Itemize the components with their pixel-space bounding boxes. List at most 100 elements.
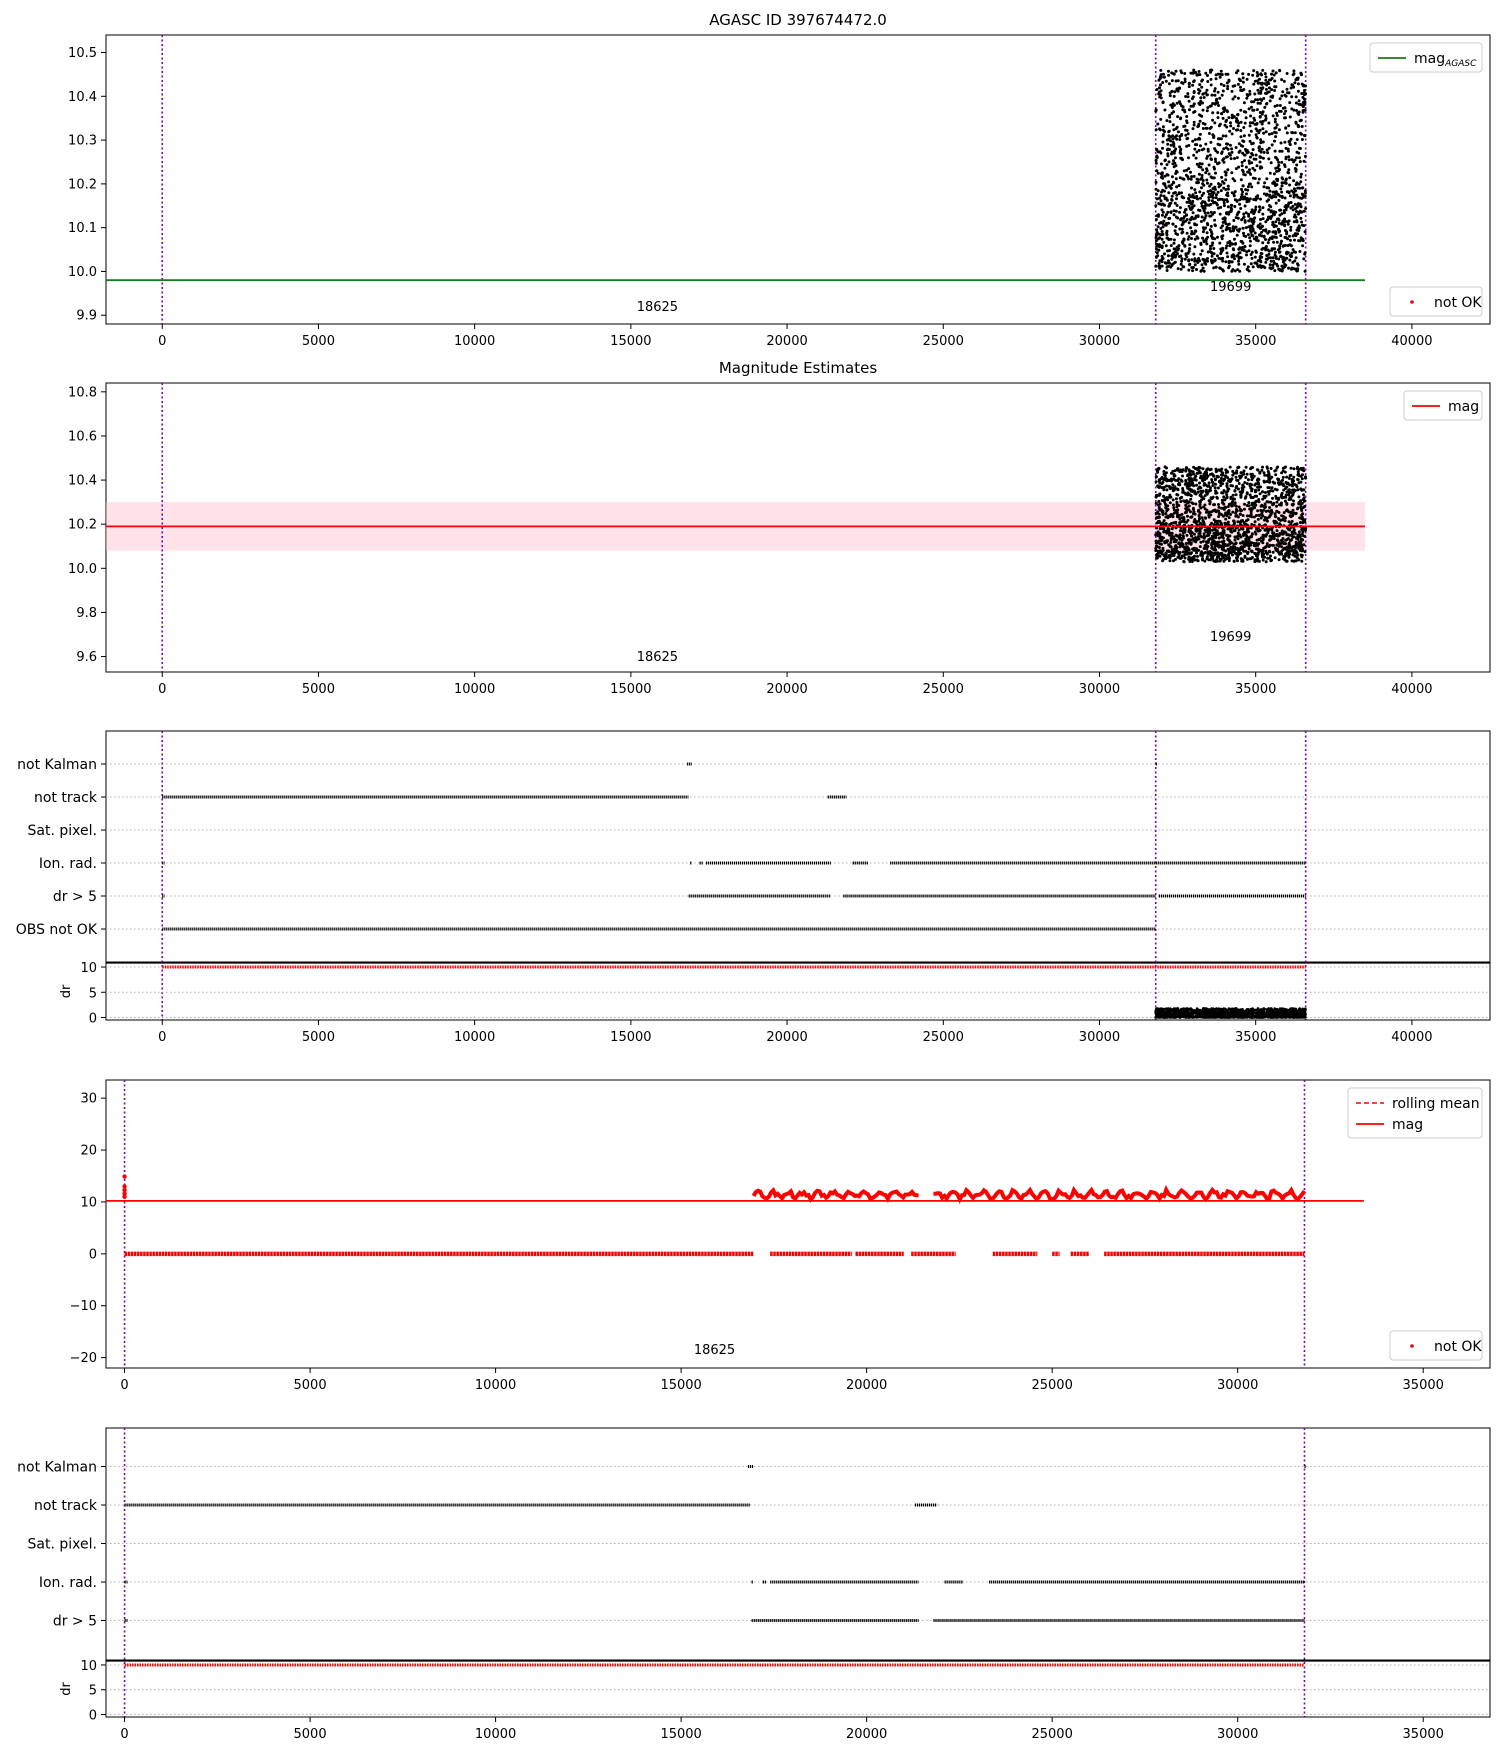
mag-point xyxy=(1200,263,1204,267)
mag-point xyxy=(1259,264,1263,268)
x-tick-label: 10000 xyxy=(454,334,495,349)
mag-point xyxy=(1273,250,1277,254)
mag-point xyxy=(1230,242,1234,246)
mag-point xyxy=(1211,187,1215,190)
x-tick-label: 10000 xyxy=(454,682,495,697)
mag-point xyxy=(1237,465,1241,469)
mag-point xyxy=(1191,194,1195,198)
mag-point xyxy=(1210,534,1214,538)
mag-point xyxy=(1279,254,1283,258)
mag-point xyxy=(1264,75,1268,79)
mag-point xyxy=(1230,171,1234,175)
mag-point xyxy=(1212,518,1216,522)
mag-point xyxy=(1194,474,1198,478)
mag-point xyxy=(1198,532,1202,536)
mag-point xyxy=(1242,101,1246,105)
mag-point xyxy=(1223,543,1227,547)
mag-point xyxy=(1168,515,1172,518)
mag-point xyxy=(1301,512,1305,516)
mag-point xyxy=(1248,228,1252,232)
mag-point xyxy=(1157,499,1161,503)
mag-point xyxy=(1221,479,1225,483)
mag-point xyxy=(1170,152,1173,156)
mag-point xyxy=(1276,158,1280,162)
mag-point xyxy=(1159,194,1163,197)
mag-point xyxy=(1243,541,1247,545)
mag-point xyxy=(1181,105,1185,109)
mag-point xyxy=(1230,530,1234,534)
mag-point xyxy=(1246,518,1250,522)
mag-point xyxy=(1162,470,1166,473)
mag-point xyxy=(1189,479,1193,483)
mag-point xyxy=(1280,184,1284,188)
mag-point xyxy=(1260,122,1264,126)
mag-point xyxy=(1257,542,1261,546)
mag-point xyxy=(1283,243,1287,247)
mag-point xyxy=(1188,247,1192,251)
mag-point xyxy=(1181,220,1185,224)
mag-point xyxy=(1267,477,1271,481)
mag-point xyxy=(1164,196,1168,200)
mag-point xyxy=(1239,129,1243,132)
mag-point xyxy=(1174,69,1178,73)
mag-point xyxy=(1175,204,1179,207)
mag-point xyxy=(1198,162,1202,166)
mag-point xyxy=(1230,116,1234,120)
mag-point xyxy=(1269,467,1273,470)
mag-point xyxy=(1259,251,1263,255)
y-tick-label: 10.6 xyxy=(68,429,97,444)
mag-point xyxy=(1212,559,1216,563)
mag-point xyxy=(1294,120,1298,124)
mag-point xyxy=(1179,536,1183,540)
mag-point xyxy=(1254,157,1258,161)
mag-point xyxy=(1273,512,1277,516)
mag-point xyxy=(1249,262,1253,266)
mag-point xyxy=(1257,131,1261,135)
mag-point xyxy=(1263,105,1267,109)
mag-point xyxy=(1300,220,1304,224)
mag-point xyxy=(1293,81,1297,85)
mag-point xyxy=(1161,480,1165,484)
mag-point xyxy=(1248,92,1252,96)
mag-point xyxy=(1216,142,1220,146)
mag-point xyxy=(1295,150,1299,154)
mag-point xyxy=(1209,224,1213,228)
mag-point xyxy=(1154,218,1158,221)
mag-point xyxy=(1278,69,1282,73)
mag-point xyxy=(1177,541,1181,545)
mag-point xyxy=(1172,110,1176,114)
mag-point xyxy=(1290,538,1293,542)
mag-point xyxy=(1162,182,1166,186)
mag-point xyxy=(1270,486,1274,490)
mag-point xyxy=(1239,551,1243,555)
mag-point xyxy=(1284,146,1288,150)
mag-point xyxy=(1176,488,1180,492)
mag-point xyxy=(1201,179,1205,182)
plot-frame xyxy=(105,382,1491,673)
mag-point xyxy=(1300,532,1304,536)
mag-point xyxy=(1249,155,1252,159)
mag-point xyxy=(1288,546,1292,550)
mag-point xyxy=(1228,465,1232,469)
mag-point xyxy=(1266,490,1270,494)
mag-point xyxy=(1250,507,1254,511)
mag-point xyxy=(1194,478,1198,482)
mag-point xyxy=(1173,229,1177,233)
mag-point xyxy=(1186,132,1190,136)
mag-point xyxy=(1188,199,1192,203)
mag-point xyxy=(1184,253,1188,257)
mag-point xyxy=(1239,108,1243,112)
mag-point xyxy=(1183,547,1187,551)
mag-point xyxy=(1157,262,1161,265)
mag-point xyxy=(1198,481,1201,485)
mag-point xyxy=(1272,531,1276,535)
mag-point xyxy=(1242,507,1246,511)
mag-point xyxy=(1267,198,1271,202)
mag-point xyxy=(1210,478,1214,482)
mag-point xyxy=(1220,175,1224,179)
mag-point xyxy=(1225,251,1229,255)
mag-point xyxy=(1231,553,1234,557)
mag-point xyxy=(1221,269,1225,273)
mag-point xyxy=(1198,119,1202,123)
dr-tick-label: 5 xyxy=(89,986,97,1001)
